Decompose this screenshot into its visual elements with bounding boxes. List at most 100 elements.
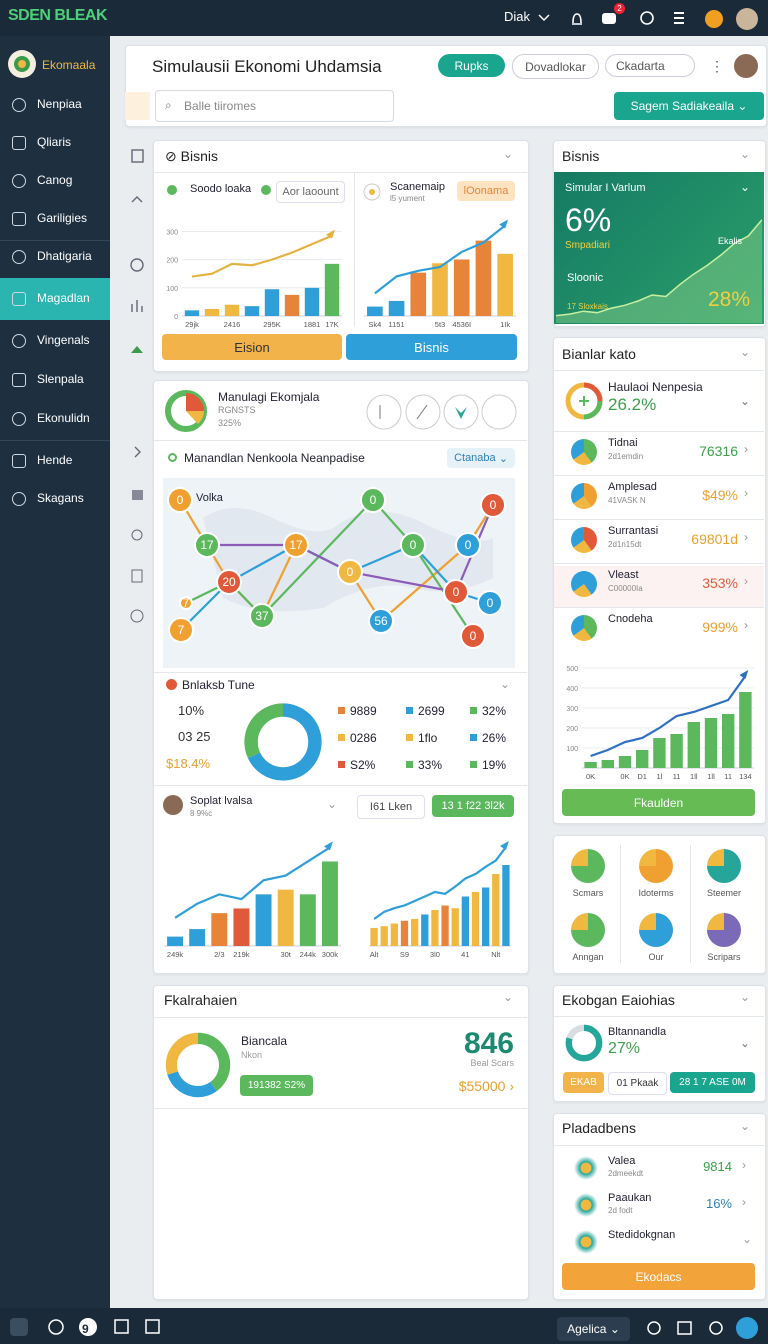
row-value[interactable]: 9814 [703, 1159, 732, 1174]
more-icon[interactable]: ⋮ [710, 58, 724, 74]
row-value[interactable]: $49% [702, 487, 738, 503]
map-node[interactable] [360, 487, 386, 513]
chevron[interactable]: ⌄ [740, 1036, 751, 1050]
row-sub: 2d fodt [608, 1206, 633, 1215]
badge[interactable]: lOonama [457, 181, 515, 201]
section-pct: 325% [218, 418, 242, 428]
map-node[interactable] [477, 590, 503, 616]
bottom-count[interactable]: 9 [82, 1322, 89, 1336]
map-node[interactable] [337, 559, 363, 585]
chevron[interactable]: › [744, 486, 748, 500]
icon-circle[interactable] [639, 913, 673, 947]
row-value[interactable]: 16% [705, 1196, 732, 1211]
chip[interactable]: EKAB [563, 1072, 604, 1093]
chevron[interactable]: ⌄ [742, 1232, 753, 1246]
row-value[interactable]: 999% [702, 619, 738, 635]
chevron[interactable]: ⌄ [503, 990, 514, 1004]
icon-circle[interactable] [639, 849, 673, 883]
map-node[interactable] [460, 623, 486, 649]
row-value[interactable]: 353% [702, 575, 738, 591]
nav-icon [12, 136, 26, 150]
chevron[interactable]: ⌄ [740, 1119, 751, 1133]
chevron[interactable]: ⌄ [500, 677, 511, 691]
button[interactable]: Fkaulden [562, 789, 755, 816]
search-box[interactable] [155, 90, 394, 122]
row-value[interactable]: 76316 [699, 443, 738, 459]
icon-circle[interactable] [707, 849, 741, 883]
button[interactable]: Bisnis [346, 334, 517, 360]
button[interactable]: Ekodacs [562, 1263, 755, 1290]
action-button[interactable]: Sagem Sadiakeaila ⌄ [614, 92, 764, 120]
legend-chip[interactable]: Aor laoount [276, 181, 345, 203]
nav-item[interactable]: Canog [37, 173, 73, 187]
button[interactable]: I61 Lken [357, 795, 425, 819]
chevron[interactable]: ⌄ [740, 180, 751, 194]
trend-line [191, 234, 333, 278]
stat: 03 25 [178, 729, 211, 744]
map-node[interactable] [455, 532, 481, 558]
map-node[interactable] [443, 579, 469, 605]
icon-circle[interactable] [571, 849, 605, 883]
button[interactable]: 13 1 f22 3l2k [432, 795, 514, 817]
nav-item[interactable]: Gariligies [37, 211, 88, 225]
brand-name[interactable]: Ekomaala [42, 58, 96, 72]
header-button[interactable]: Dovadlokar [512, 54, 599, 79]
panel-bottom: Sloonic [567, 272, 604, 284]
map-node[interactable] [194, 532, 220, 558]
nav-item[interactable]: Ekonulidn [37, 411, 90, 425]
icon-circle[interactable] [707, 913, 741, 947]
amount[interactable]: $55000 › [458, 1078, 514, 1094]
map-node[interactable] [400, 532, 426, 558]
map-node[interactable] [216, 569, 242, 595]
chevron[interactable]: › [744, 618, 748, 632]
chevron[interactable]: ⌄ [740, 345, 751, 359]
nav-item[interactable]: Nenpiaa [37, 97, 82, 111]
nav-item[interactable]: Skagans [37, 491, 84, 505]
nav-item[interactable]: Dhatigaria [37, 249, 92, 263]
map-select[interactable]: Ctanaba ⌄ [447, 448, 515, 468]
bar [204, 308, 220, 316]
user-menu[interactable]: Diak [504, 9, 531, 24]
header-button[interactable]: Ckadarta [605, 54, 695, 77]
chevron[interactable]: ⌄ [503, 147, 514, 161]
header-button[interactable]: Rupks [438, 54, 505, 77]
chevron[interactable]: › [744, 442, 748, 456]
nav-item[interactable]: Qliaris [37, 135, 72, 149]
card-title: Ekobgan Eaiohias [562, 992, 675, 1008]
bottom-select[interactable]: Agelica ⌄ [557, 1317, 630, 1341]
button[interactable]: Eision [162, 334, 342, 360]
map-node[interactable] [167, 487, 193, 513]
chevron[interactable]: ⌄ [740, 147, 751, 161]
nav-item[interactable]: Magadlan [37, 291, 90, 305]
chevron[interactable]: ⌄ [740, 990, 751, 1004]
chip[interactable]: 01 Pkaak [608, 1072, 667, 1095]
icon-label: Idoterms [638, 888, 674, 898]
stat: 26% [482, 731, 507, 745]
badge[interactable]: 191382 S2% [240, 1075, 313, 1096]
logo[interactable]: SDEN BLEAK [8, 7, 108, 24]
chevron[interactable]: › [742, 1158, 746, 1172]
nav-item[interactable]: Hende [37, 453, 73, 467]
map-node[interactable] [368, 608, 394, 634]
map-node[interactable] [249, 603, 275, 629]
chip[interactable]: 28 1 7 ASE 0M [670, 1072, 755, 1093]
nav-item[interactable]: Vingenals [37, 333, 90, 347]
map-node[interactable] [168, 617, 194, 643]
map-node-label: 37 [255, 609, 269, 623]
chevron[interactable]: ⌄ [740, 394, 751, 408]
map-node[interactable] [179, 596, 193, 610]
row-value[interactable]: 69801d [691, 531, 738, 547]
icon-circle[interactable] [571, 913, 605, 947]
chevron[interactable]: ⌄ [327, 797, 338, 811]
map-node[interactable] [480, 492, 506, 518]
chevron[interactable]: › [744, 574, 748, 588]
chevron[interactable]: › [742, 1195, 746, 1209]
row-icon [571, 571, 597, 597]
row-name: Vleast [608, 569, 639, 581]
chevron[interactable]: › [744, 530, 748, 544]
y-tick-label: 100 [166, 286, 178, 293]
map-node[interactable] [283, 532, 309, 558]
avatar[interactable] [734, 54, 758, 78]
nav-item[interactable]: Slenpala [37, 372, 84, 386]
